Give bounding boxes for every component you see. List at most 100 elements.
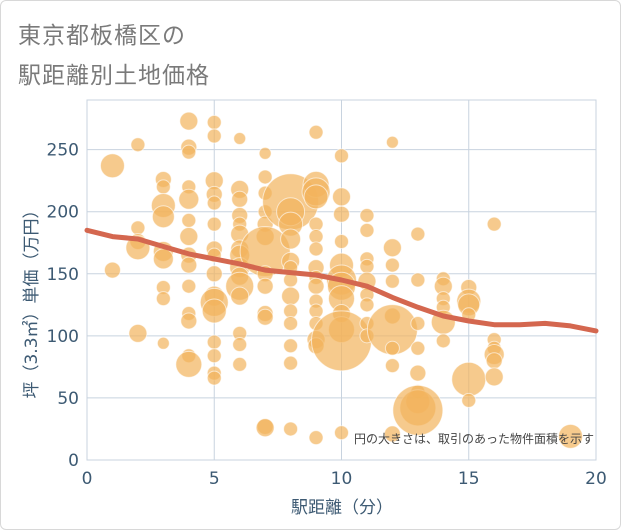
bubble-point bbox=[258, 146, 272, 160]
bubble-point bbox=[180, 312, 198, 330]
bubble-point bbox=[175, 350, 203, 378]
y-tick-label: 200 bbox=[47, 203, 79, 223]
bubble-point bbox=[409, 364, 427, 382]
x-tick-label: 5 bbox=[209, 469, 220, 489]
chart-title-line-2: 駅距離別土地価格 bbox=[18, 63, 210, 89]
bubble-point bbox=[156, 336, 170, 350]
bubble-series bbox=[99, 111, 584, 449]
bubble-point bbox=[383, 425, 401, 443]
bubble-point bbox=[283, 355, 299, 371]
bubble-point bbox=[334, 148, 349, 164]
bubble-point bbox=[410, 226, 426, 242]
bubble-point bbox=[307, 277, 325, 295]
bubble-point bbox=[410, 315, 426, 331]
bubble-point bbox=[206, 348, 222, 364]
bubble-point bbox=[283, 303, 299, 319]
bubble-point bbox=[435, 333, 451, 349]
bubble-point bbox=[180, 256, 198, 274]
bubble-point bbox=[178, 188, 200, 210]
bubble-point bbox=[181, 278, 197, 294]
y-tick-label: 100 bbox=[47, 327, 79, 347]
bubble-point bbox=[303, 184, 329, 210]
bubble-point bbox=[206, 216, 222, 232]
bubble-point bbox=[461, 392, 477, 408]
bubble-point bbox=[384, 340, 400, 356]
bubble-point bbox=[382, 238, 402, 258]
bubble-point bbox=[334, 234, 349, 250]
bubble-size-note: 円の大きさは、取引のあった物件面積を示す bbox=[354, 431, 594, 446]
bubble-point bbox=[334, 425, 349, 441]
bubble-point bbox=[201, 298, 227, 324]
bubble-point bbox=[359, 222, 375, 238]
y-tick-label: 0 bbox=[68, 451, 79, 471]
bubble-point bbox=[484, 367, 504, 387]
bubble-point bbox=[257, 169, 273, 185]
bubble-point bbox=[155, 291, 171, 307]
bubble-point bbox=[155, 179, 171, 195]
trend-line bbox=[84, 227, 599, 334]
bubble-point bbox=[232, 356, 248, 372]
bubble-point bbox=[308, 430, 324, 446]
bubble-point bbox=[410, 340, 426, 356]
bubble-point bbox=[308, 229, 324, 245]
bubble-point bbox=[384, 257, 400, 273]
x-axis-label: 駅距離（分） bbox=[291, 498, 393, 518]
bubble-point bbox=[359, 258, 375, 274]
bubble-point bbox=[206, 114, 222, 130]
bubble-point bbox=[410, 272, 426, 288]
bubble-point bbox=[332, 187, 351, 207]
bubble-point bbox=[130, 137, 146, 153]
y-tick-label: 150 bbox=[47, 265, 79, 285]
bubble-point bbox=[231, 190, 249, 208]
bubble-point bbox=[206, 128, 222, 144]
bubble-point bbox=[333, 205, 350, 223]
bubble-point bbox=[205, 265, 223, 283]
bubble-point bbox=[384, 358, 400, 374]
y-axis-label: 坪（3.3㎡）単価（万円） bbox=[22, 201, 42, 398]
bubble-point bbox=[206, 334, 222, 350]
bubble-point bbox=[130, 220, 146, 236]
bubble-point bbox=[181, 144, 197, 160]
bubble-point bbox=[359, 297, 375, 313]
bubble-point bbox=[558, 423, 584, 449]
bubble-point bbox=[151, 205, 175, 229]
x-tick-label: 0 bbox=[82, 469, 93, 489]
bubble-point bbox=[392, 384, 444, 436]
bubble-point bbox=[128, 323, 148, 343]
bubble-point bbox=[152, 248, 174, 270]
bubble-point bbox=[256, 308, 274, 326]
chart-title-line-1: 東京都板橋区の bbox=[18, 23, 186, 49]
bubble-point bbox=[384, 273, 400, 289]
x-tick-label: 10 bbox=[331, 469, 353, 489]
bubble-point bbox=[103, 261, 121, 279]
bubble-point bbox=[181, 212, 197, 228]
bubble-point bbox=[385, 135, 399, 149]
bubble-point bbox=[308, 241, 324, 257]
bubble-point bbox=[255, 418, 275, 438]
bubble-point bbox=[206, 370, 222, 386]
y-tick-label: 250 bbox=[47, 141, 79, 161]
bubble-point bbox=[283, 315, 299, 331]
bubble-point bbox=[232, 337, 248, 353]
bubble-point bbox=[179, 111, 199, 131]
bubble-point bbox=[486, 216, 502, 232]
bubble-point bbox=[283, 421, 299, 437]
bubble-point bbox=[206, 195, 222, 211]
y-tick-label: 50 bbox=[57, 389, 79, 409]
bubble-point bbox=[99, 153, 125, 179]
bubble-point bbox=[308, 303, 324, 319]
x-tick-label: 15 bbox=[458, 469, 480, 489]
bubble-point bbox=[451, 361, 487, 397]
bubble-point bbox=[230, 286, 250, 306]
bubble-point bbox=[280, 228, 302, 250]
bubble-point bbox=[179, 227, 199, 247]
x-tick-label: 20 bbox=[585, 469, 607, 489]
bubble-point bbox=[256, 277, 274, 295]
bubble-point bbox=[308, 124, 324, 140]
bubble-point bbox=[281, 286, 301, 306]
bubble-point bbox=[308, 216, 324, 232]
bubble-point bbox=[233, 131, 247, 145]
bubble-point bbox=[359, 207, 375, 223]
